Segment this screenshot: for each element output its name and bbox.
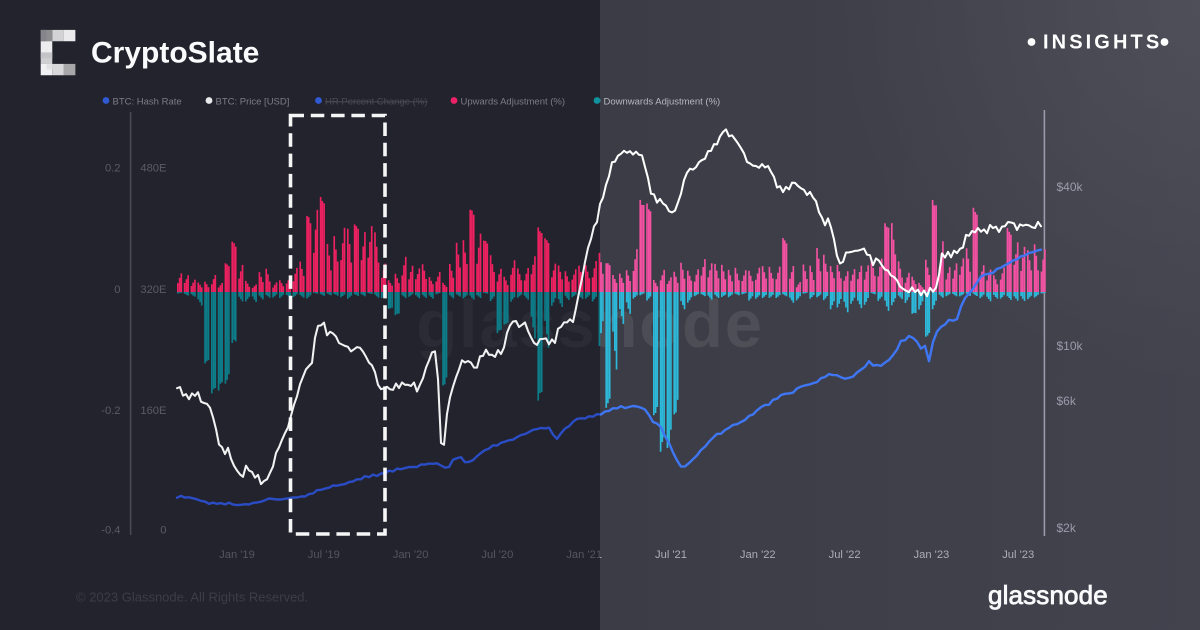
svg-text:320E: 320E	[140, 284, 166, 296]
svg-text:0.2: 0.2	[105, 163, 121, 175]
svg-text:Jul '20: Jul '20	[481, 549, 513, 561]
svg-text:BTC: Price [USD]: BTC: Price [USD]	[216, 97, 290, 108]
svg-text:Jan '21: Jan '21	[566, 549, 602, 561]
svg-text:$40k: $40k	[1057, 180, 1084, 194]
svg-text:480E: 480E	[140, 163, 166, 175]
svg-text:0: 0	[160, 525, 166, 537]
svg-text:$10k: $10k	[1057, 339, 1084, 353]
svg-text:Jan '22: Jan '22	[740, 549, 776, 561]
svg-text:Jan '23: Jan '23	[914, 549, 950, 561]
svg-text:$6k: $6k	[1057, 394, 1077, 408]
svg-text:Jan '21: Jan '21	[566, 549, 602, 561]
svg-text:Upwards Adjustment (%): Upwards Adjustment (%)	[461, 97, 566, 108]
svg-text:Downwards Adjustment (%): Downwards Adjustment (%)	[604, 97, 721, 108]
svg-text:-0.4: -0.4	[101, 525, 120, 537]
svg-text:© 2023 Glassnode. All Rights R: © 2023 Glassnode. All Rights Reserved.	[76, 590, 308, 605]
svg-text:160E: 160E	[140, 405, 166, 417]
svg-text:0: 0	[114, 284, 120, 296]
svg-text:BTC: Hash Rate: BTC: Hash Rate	[113, 97, 182, 108]
svg-text:HR Percent Change (%): HR Percent Change (%)	[325, 97, 427, 108]
svg-text:glassnode: glassnode	[988, 580, 1108, 610]
svg-text:-0.2: -0.2	[101, 405, 120, 417]
svg-text:INSIGHTS: INSIGHTS	[1043, 32, 1162, 54]
svg-text:Jul '19: Jul '19	[308, 549, 340, 561]
svg-text:Jul '22: Jul '22	[829, 549, 861, 561]
svg-text:Jul '21: Jul '21	[655, 549, 687, 561]
svg-text:Jul '23: Jul '23	[1002, 549, 1034, 561]
svg-text:Jan '19: Jan '19	[219, 549, 255, 561]
svg-text:$2k: $2k	[1057, 521, 1077, 535]
svg-text:Jan '20: Jan '20	[393, 549, 429, 561]
svg-text:CryptoSlate: CryptoSlate	[91, 37, 259, 70]
